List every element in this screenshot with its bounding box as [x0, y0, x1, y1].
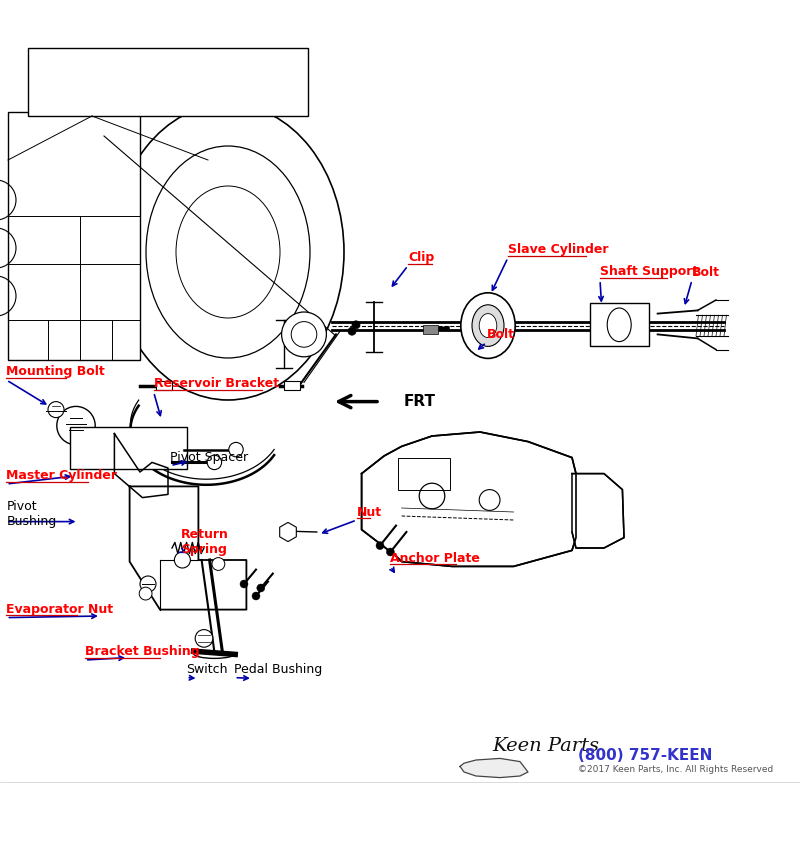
FancyBboxPatch shape — [590, 303, 649, 346]
Circle shape — [240, 580, 248, 588]
Text: Pivot
Bushing: Pivot Bushing — [6, 499, 57, 528]
Polygon shape — [130, 486, 246, 610]
FancyBboxPatch shape — [70, 427, 187, 469]
Text: Return
Spring: Return Spring — [181, 529, 229, 556]
Text: Pedal Bushing: Pedal Bushing — [234, 663, 322, 677]
Text: Bolt: Bolt — [486, 328, 514, 341]
Text: Mounting Bolt: Mounting Bolt — [6, 365, 105, 378]
Circle shape — [386, 548, 394, 556]
Circle shape — [195, 630, 213, 647]
Polygon shape — [572, 473, 624, 548]
Circle shape — [229, 442, 243, 457]
Text: Bracket Bushing: Bracket Bushing — [85, 645, 199, 658]
Text: Switch: Switch — [186, 663, 228, 677]
Text: Pivot Spacer: Pivot Spacer — [170, 451, 249, 464]
Polygon shape — [460, 759, 528, 778]
Ellipse shape — [479, 314, 497, 338]
Polygon shape — [362, 432, 576, 567]
Circle shape — [139, 588, 152, 600]
Text: Clip: Clip — [408, 251, 434, 264]
Text: Evaporator Nut: Evaporator Nut — [6, 603, 114, 616]
Circle shape — [212, 557, 225, 570]
Text: Slave Cylinder: Slave Cylinder — [508, 243, 609, 256]
Circle shape — [57, 406, 95, 445]
Circle shape — [140, 576, 156, 592]
FancyBboxPatch shape — [284, 381, 300, 391]
Circle shape — [207, 455, 222, 470]
Text: Keen Parts: Keen Parts — [492, 737, 599, 755]
FancyBboxPatch shape — [8, 112, 140, 360]
Text: Master Cylinder: Master Cylinder — [6, 469, 118, 482]
Text: ©2017 Keen Parts, Inc. All Rights Reserved: ©2017 Keen Parts, Inc. All Rights Reserv… — [578, 766, 773, 774]
Text: FRT: FRT — [404, 394, 436, 409]
Text: Nut: Nut — [357, 505, 382, 518]
Circle shape — [257, 584, 265, 592]
FancyBboxPatch shape — [423, 325, 438, 334]
Text: Anchor Plate: Anchor Plate — [390, 552, 480, 565]
Circle shape — [252, 592, 260, 600]
Text: Shaft Support: Shaft Support — [600, 265, 698, 278]
Text: (800) 757-KEEN: (800) 757-KEEN — [578, 748, 712, 764]
Ellipse shape — [461, 293, 515, 359]
Circle shape — [174, 552, 190, 568]
Circle shape — [352, 321, 360, 329]
Text: Reservoir Bracket: Reservoir Bracket — [154, 378, 278, 391]
Circle shape — [348, 327, 356, 335]
Circle shape — [282, 312, 326, 357]
Circle shape — [48, 402, 64, 417]
FancyBboxPatch shape — [156, 381, 172, 391]
Circle shape — [376, 542, 384, 550]
Text: Bolt: Bolt — [692, 265, 720, 278]
Ellipse shape — [112, 104, 344, 400]
Ellipse shape — [472, 305, 504, 346]
FancyBboxPatch shape — [28, 48, 308, 116]
